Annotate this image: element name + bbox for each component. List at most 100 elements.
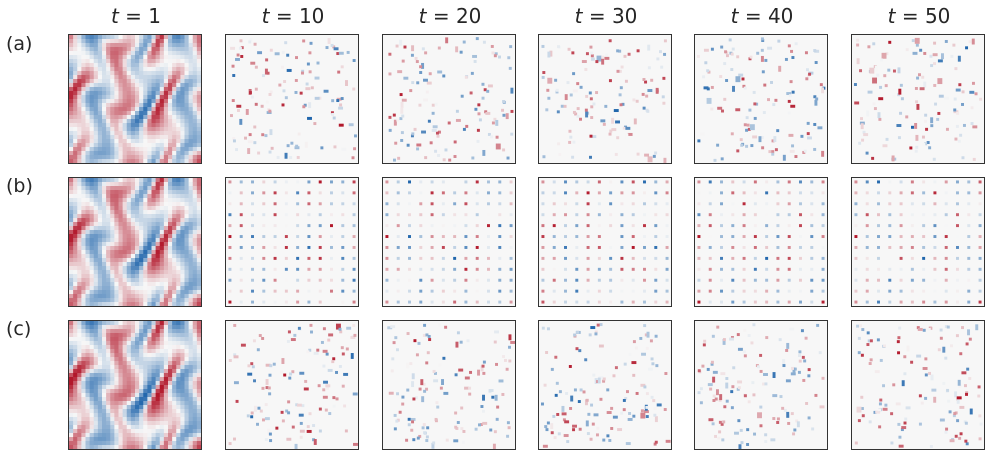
sample-point bbox=[579, 85, 583, 89]
field-cell bbox=[147, 139, 152, 144]
field-cell bbox=[106, 329, 111, 334]
sample-point bbox=[327, 338, 331, 342]
field-cell bbox=[102, 51, 107, 56]
field-cell bbox=[106, 91, 111, 96]
field-cell bbox=[159, 213, 165, 219]
field-cell bbox=[110, 197, 115, 203]
field-cell bbox=[85, 234, 91, 239]
sample-point bbox=[664, 372, 668, 375]
field-cell bbox=[143, 38, 148, 44]
field-cell bbox=[192, 186, 198, 191]
field-cell bbox=[77, 266, 82, 271]
sample-point bbox=[341, 213, 345, 217]
field-cell bbox=[135, 445, 140, 449]
field-cell bbox=[151, 420, 157, 426]
field-cell bbox=[192, 35, 198, 40]
field-cell bbox=[118, 38, 124, 44]
sample-point bbox=[899, 83, 903, 87]
field-cell bbox=[180, 369, 185, 374]
field-cell bbox=[188, 261, 194, 267]
field-cell bbox=[114, 388, 119, 394]
sample-point bbox=[314, 76, 320, 80]
sample-point bbox=[730, 336, 734, 340]
field-cell bbox=[130, 38, 136, 44]
field-cell bbox=[77, 324, 82, 330]
field-cell bbox=[168, 186, 173, 191]
field-cell bbox=[102, 445, 107, 449]
sample-point bbox=[628, 352, 632, 356]
field-cell bbox=[130, 321, 136, 326]
sample-point bbox=[396, 267, 400, 271]
sample-point bbox=[821, 213, 825, 217]
field-cell bbox=[118, 75, 124, 80]
field-cell bbox=[69, 38, 74, 44]
field-cell bbox=[73, 286, 78, 291]
field-cell bbox=[159, 210, 165, 215]
field-cell bbox=[126, 75, 132, 80]
sample-point bbox=[430, 191, 434, 195]
field-cell bbox=[172, 197, 177, 203]
field-cell bbox=[151, 234, 157, 239]
sample-point bbox=[743, 394, 747, 398]
sample-point bbox=[767, 46, 773, 50]
field-cell bbox=[102, 35, 107, 40]
field-cell bbox=[143, 258, 148, 263]
field-cell bbox=[196, 277, 201, 283]
field-cell bbox=[143, 290, 148, 295]
field-cell bbox=[168, 274, 173, 279]
field-cell bbox=[93, 321, 99, 326]
field-cell bbox=[126, 261, 132, 267]
field-cell bbox=[196, 261, 201, 267]
sample-point bbox=[403, 76, 409, 80]
field-cell bbox=[163, 445, 169, 449]
sample-point bbox=[598, 344, 604, 348]
field-cell bbox=[122, 298, 128, 303]
field-cell bbox=[155, 238, 161, 243]
sample-point bbox=[597, 256, 601, 260]
field-cell bbox=[73, 139, 78, 144]
sample-point bbox=[955, 124, 959, 128]
field-cell bbox=[135, 433, 140, 438]
field-cell bbox=[85, 229, 91, 235]
sample-point bbox=[419, 65, 423, 69]
field-cell bbox=[135, 115, 140, 120]
field-cell bbox=[77, 337, 82, 342]
sample-point bbox=[910, 267, 914, 271]
field-cell bbox=[102, 393, 107, 398]
field-cell bbox=[143, 245, 148, 251]
field-cell bbox=[180, 270, 185, 275]
sample-point bbox=[509, 180, 513, 184]
field-cell bbox=[192, 365, 198, 370]
field-cell bbox=[176, 194, 181, 199]
sample-point bbox=[261, 133, 265, 137]
field-cell bbox=[180, 155, 185, 160]
sample-point bbox=[233, 437, 236, 441]
sample-point bbox=[632, 414, 636, 418]
field-cell bbox=[143, 409, 148, 414]
sample-point bbox=[801, 355, 805, 359]
field-cell bbox=[143, 99, 148, 104]
field-cell bbox=[135, 441, 140, 446]
field-cell bbox=[176, 441, 181, 446]
field-cell bbox=[176, 404, 181, 410]
field-cell bbox=[180, 186, 185, 191]
field-cell bbox=[184, 210, 190, 215]
field-cell bbox=[147, 337, 152, 342]
field-cell bbox=[69, 83, 74, 88]
field-cell bbox=[130, 150, 136, 156]
panel-a-t1-image bbox=[69, 35, 201, 163]
sample-point bbox=[430, 278, 434, 282]
field-cell bbox=[110, 123, 115, 128]
field-cell bbox=[163, 91, 169, 96]
panel-c-t30 bbox=[538, 320, 672, 450]
field-cell bbox=[192, 345, 198, 350]
field-cell bbox=[114, 369, 119, 374]
sample-point bbox=[974, 92, 978, 96]
field-cell bbox=[159, 147, 165, 152]
field-cell bbox=[196, 47, 201, 52]
field-cell bbox=[97, 99, 103, 104]
sample-point bbox=[718, 398, 722, 402]
field-cell bbox=[102, 99, 107, 104]
sample-point bbox=[262, 180, 266, 184]
sample-point bbox=[719, 394, 723, 401]
